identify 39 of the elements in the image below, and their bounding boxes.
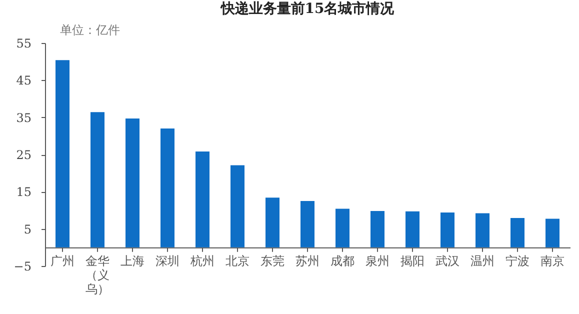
y-tick-label: 35 (16, 110, 32, 125)
bar (440, 212, 454, 248)
chart-title: 快递业务量前15名城市情况 (220, 0, 396, 17)
x-tick-label: 苏州 (296, 254, 320, 268)
bar (160, 128, 174, 248)
text: 单位：亿件 (60, 23, 120, 37)
bar (406, 211, 420, 248)
x-tick-label: 揭阳 (400, 254, 424, 268)
y-tick-label: 55 (16, 36, 32, 50)
bar (336, 208, 350, 248)
bar (370, 210, 384, 248)
bar (126, 118, 140, 248)
x-tick-label: 南京 (540, 254, 564, 268)
bar (476, 213, 490, 248)
bar (196, 152, 210, 248)
y-tick-label: 15 (16, 185, 32, 200)
bar (546, 218, 560, 248)
x-tick-label: 东莞 (260, 254, 284, 268)
bar (510, 218, 524, 248)
bar (230, 165, 244, 248)
x-tick-label: 武汉 (436, 254, 460, 268)
x-tick-label: 成都 (330, 254, 354, 268)
y-tick-label: −5 (14, 260, 32, 274)
x-tick-label: 泉州 (366, 254, 390, 268)
y-tick-label: 25 (16, 148, 32, 162)
x-tick-label: 宁波 (506, 254, 530, 268)
x-tick-label: 金华（义乌） (86, 254, 110, 296)
bar (266, 198, 280, 248)
y-tick-label: 45 (16, 74, 32, 88)
x-tick-label: 温州 (470, 254, 494, 268)
x-tick-label: 深圳 (156, 254, 180, 268)
x-tick-label: 广州 (50, 254, 74, 268)
x-tick-label: 杭州 (190, 254, 214, 268)
y-tick-label: 5 (24, 222, 32, 236)
bar (300, 200, 314, 248)
x-tick-label: 上海 (120, 254, 144, 268)
bar (90, 112, 104, 248)
bar (56, 60, 70, 248)
x-tick-label: 北京 (226, 254, 250, 268)
